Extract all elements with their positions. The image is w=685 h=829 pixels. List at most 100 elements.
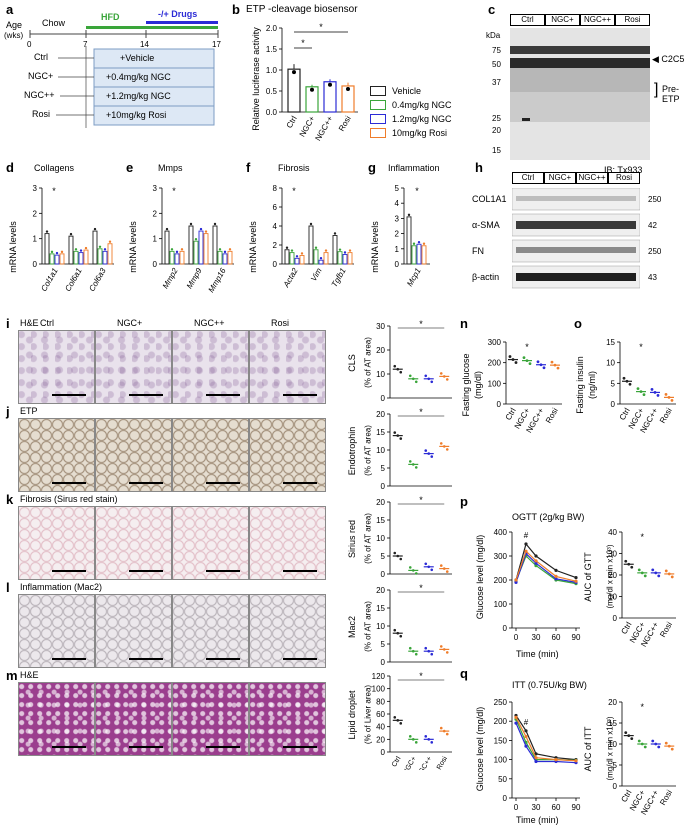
y-tick-label: 20 xyxy=(376,410,385,419)
x-tick-label: Mmp2 xyxy=(161,266,180,290)
y-tick-label: 1 xyxy=(395,245,400,254)
data-point xyxy=(624,731,628,734)
data-point xyxy=(550,360,554,364)
data-point xyxy=(414,380,418,384)
bar xyxy=(92,230,98,265)
y-tick-label: 30 xyxy=(608,550,617,559)
data-point xyxy=(319,257,323,260)
y-tick-label: 100 xyxy=(488,379,502,388)
data-point xyxy=(424,374,428,378)
x-tick-label: Ctrl xyxy=(391,755,403,768)
y-tick-label: 0 xyxy=(273,260,278,269)
x-tick-label: Col1a1 xyxy=(39,267,59,293)
data-point xyxy=(442,375,446,378)
data-point xyxy=(213,222,217,226)
bar xyxy=(102,250,108,265)
tick-0: 0 xyxy=(27,40,32,49)
panel-label-q: q xyxy=(460,666,468,681)
data-point xyxy=(534,756,538,760)
data-point xyxy=(427,738,431,741)
data-point xyxy=(627,562,631,566)
blot-c-group: Rosi xyxy=(615,14,650,26)
panel-label-m: m xyxy=(6,668,18,683)
data-point xyxy=(79,249,83,252)
tick-7: 7 xyxy=(83,40,88,49)
blot-c-header: Ctrl NGC+ NGC++ Rosi xyxy=(510,14,650,26)
blot-c-kda: kDa xyxy=(486,31,501,40)
y-tick-label: 50 xyxy=(498,775,507,784)
micrograph-image xyxy=(95,418,172,492)
data-point xyxy=(636,387,640,390)
scale-bar xyxy=(283,394,317,396)
bar xyxy=(97,248,103,265)
chart-d-ylabel: mRNA levels xyxy=(8,221,18,273)
data-point xyxy=(189,222,193,226)
data-point xyxy=(411,463,415,466)
y-tick-label: 0 xyxy=(497,400,502,409)
data-point xyxy=(654,571,658,575)
y-tick-label: 1 xyxy=(33,235,38,244)
bar xyxy=(49,253,55,265)
chart-f-title: Fibrosis xyxy=(278,163,310,173)
data-point xyxy=(430,741,434,744)
scale-bar xyxy=(129,746,163,748)
y-tick-label: 20 xyxy=(376,586,385,595)
data-point xyxy=(396,554,400,558)
data-point xyxy=(670,398,674,402)
micrograph-image xyxy=(18,418,95,492)
data-point xyxy=(314,246,318,249)
bar xyxy=(193,240,199,265)
blot-h-group: Rosi xyxy=(608,172,640,184)
marker: 15 xyxy=(492,146,501,155)
data-point xyxy=(574,579,578,583)
y-tick-label: 20 xyxy=(376,735,385,744)
data-point xyxy=(445,448,449,451)
x-tick-label: 90 xyxy=(572,803,581,812)
x-tick-label: 30 xyxy=(532,803,541,812)
data-point xyxy=(411,569,415,572)
x-tick-label: Col6a3 xyxy=(87,266,108,293)
data-point xyxy=(508,355,512,358)
data-point xyxy=(651,739,655,743)
hfd-label: HFD xyxy=(101,12,120,22)
sig-hash: # xyxy=(524,718,529,727)
micrograph-image xyxy=(249,418,326,492)
legend-label: 10mg/kg Rosi xyxy=(392,128,448,138)
data-point xyxy=(637,739,641,743)
histology-column-header: NGC+ xyxy=(117,318,143,328)
data-point xyxy=(534,561,538,565)
y-tick-label: 100 xyxy=(494,756,508,765)
blot-h-header: Ctrl NGC+ NGC++ Rosi xyxy=(512,172,640,184)
data-point xyxy=(439,645,443,648)
chart-p-title: OGTT (2g/kg BW) xyxy=(512,512,585,522)
micrograph-image xyxy=(249,506,326,580)
micrograph-image xyxy=(249,594,326,668)
data-point xyxy=(84,246,88,250)
y-tick-label: 20 xyxy=(608,571,617,580)
data-point xyxy=(414,466,418,469)
blot-h-group: NGC++ xyxy=(576,172,608,184)
data-point xyxy=(393,551,397,555)
y-tick-label: 15 xyxy=(376,428,385,437)
legend-item-vehicle: Vehicle xyxy=(370,84,452,98)
data-point xyxy=(637,568,641,572)
bar xyxy=(217,250,223,265)
y-tick-label: 0 xyxy=(381,748,386,757)
data-point xyxy=(539,363,543,367)
bar xyxy=(347,252,353,265)
sig-star: * xyxy=(172,186,176,196)
scale-bar xyxy=(206,394,240,396)
data-point xyxy=(396,631,400,635)
y-tick-label: 5 xyxy=(381,640,386,649)
data-point xyxy=(643,574,647,578)
data-point xyxy=(411,377,415,381)
data-point xyxy=(427,377,431,381)
blot-c-image xyxy=(510,28,650,160)
histology-column-header: Rosi xyxy=(271,318,290,328)
chart-p: 0 100 200 300 400 0 30 60 90 # xyxy=(494,528,581,642)
data-point xyxy=(290,249,294,252)
y-tick-label: 200 xyxy=(494,717,508,726)
data-point xyxy=(445,732,449,736)
data-point xyxy=(542,366,546,370)
